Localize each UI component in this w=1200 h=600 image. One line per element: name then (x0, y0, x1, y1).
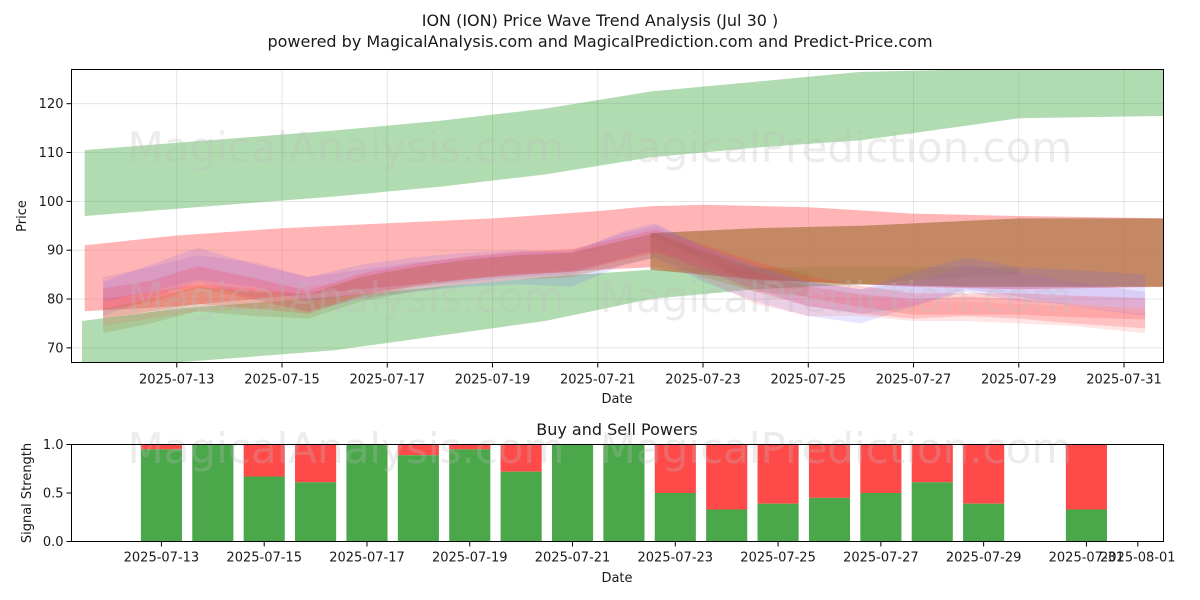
buy-power-bar (346, 444, 388, 542)
buy-power-bar (808, 497, 851, 542)
price-x-tick-label: 2025-07-13 (139, 373, 215, 388)
signal-bars (140, 444, 1107, 542)
watermark-analysis-top: MagicalAnalysis.com (128, 123, 565, 172)
buy-power-bar (500, 471, 542, 542)
buy-power-bar (603, 444, 645, 542)
watermark-analysis-mid: MagicalAnalysis.com (128, 273, 565, 322)
sell-power-bar (654, 444, 696, 493)
signal-x-tick-label: 2025-07-15 (226, 551, 302, 566)
buy-power-bar (449, 449, 491, 542)
sell-power-bar (963, 444, 1005, 504)
price-band-3 (650, 218, 1164, 287)
price-x-tick-label: 2025-07-21 (560, 373, 636, 388)
watermark-prediction-bottom: MagicalPrediction.com (600, 424, 1073, 473)
price-wave-5 (103, 225, 1146, 317)
buy-power-bar (911, 482, 953, 542)
price-y-tick-label: 80 (47, 293, 64, 308)
sell-power-bar (243, 444, 285, 477)
price-wave-2 (103, 233, 1146, 329)
price-grid (71, 69, 1164, 363)
buy-power-bar (295, 482, 337, 542)
price-y-tick-label: 110 (39, 146, 64, 161)
chart-title: ION (ION) Price Wave Trend Analysis (Jul… (422, 11, 779, 30)
price-x-tick-label: 2025-07-17 (349, 373, 425, 388)
sell-power-bar (808, 444, 851, 498)
signal-x-tick-label: 2025-07-29 (946, 551, 1022, 566)
signal-chart-title: Buy and Sell Powers (536, 420, 698, 439)
signal-y-axis: 0.0 0.5 1.0 (43, 438, 72, 550)
sell-power-bar (757, 444, 799, 504)
price-y-tick-label: 100 (39, 195, 64, 210)
signal-x-tick-label: 2025-07-21 (535, 551, 611, 566)
buy-power-bar (551, 444, 594, 542)
price-y-tick-label: 70 (47, 341, 64, 356)
price-plot-frame (71, 69, 1164, 363)
price-bands (82, 69, 1164, 363)
sell-power-bar (397, 444, 439, 456)
watermark-prediction-mid: MagicalPrediction.com (600, 273, 1073, 322)
price-y-tick-label: 120 (39, 97, 64, 112)
price-y-tick-label: 90 (47, 244, 64, 259)
signal-y-tick-label: 1.0 (43, 438, 64, 453)
price-x-tick-label: 2025-07-31 (1086, 373, 1162, 388)
buy-power-bar (140, 449, 182, 542)
signal-y-axis-label: Signal Strength (20, 443, 35, 543)
signal-x-axis: 2025-07-13 2025-07-15 2025-07-17 2025-07-19… (124, 541, 1176, 566)
price-x-tick-label: 2025-07-29 (981, 373, 1057, 388)
signal-x-tick-label: 2025-07-13 (124, 551, 200, 566)
signal-x-tick-label: 2025-07-27 (843, 551, 919, 566)
signal-x-tick-label: 2025-07-17 (329, 551, 405, 566)
signal-x-tick-label: 2025-08-01 (1100, 551, 1176, 566)
price-wave-3 (103, 238, 1146, 334)
price-x-tick-label: 2025-07-25 (770, 373, 846, 388)
sell-power-bar (295, 444, 337, 483)
buy-power-bar (243, 476, 285, 542)
sell-power-bar (706, 444, 748, 510)
price-x-tick-label: 2025-07-27 (876, 373, 952, 388)
price-wave-chart: MagicalAnalysis.com MagicalPrediction.co… (15, 69, 1164, 407)
price-wave-4 (103, 233, 809, 334)
buy-power-bar (860, 493, 902, 542)
signal-x-tick-label: 2025-07-19 (432, 551, 508, 566)
signal-x-axis-label: Date (601, 571, 632, 586)
signal-y-tick-label: 0.5 (43, 487, 64, 502)
signal-x-tick-label: 2025-07-23 (638, 551, 714, 566)
chart-subtitle: powered by MagicalAnalysis.com and Magic… (267, 32, 932, 51)
sell-power-bar (449, 444, 491, 450)
price-y-axis: 70 80 90 100 110 120 (39, 97, 72, 356)
price-wave-1 (103, 229, 1146, 320)
buy-sell-power-chart: Buy and Sell Powers MagicalAnalysis.com … (20, 420, 1176, 586)
watermark-prediction-top: MagicalPrediction.com (600, 123, 1073, 172)
price-x-axis: 2025-07-13 2025-07-15 2025-07-17 2025-07-19… (139, 362, 1162, 388)
sell-power-bar (860, 444, 902, 493)
price-x-tick-label: 2025-07-23 (665, 373, 741, 388)
buy-power-bar (654, 493, 696, 542)
price-wave-0 (103, 223, 1146, 324)
buy-power-bar (963, 503, 1005, 542)
signal-x-tick-label: 2025-07-31 (1049, 551, 1125, 566)
signal-x-tick-label: 2025-07-25 (740, 551, 816, 566)
sell-power-bar (140, 444, 182, 450)
buy-power-bar (192, 444, 234, 542)
price-y-axis-label: Price (15, 200, 30, 232)
price-band-0 (84, 69, 1164, 216)
price-band-1 (82, 267, 1019, 363)
price-waves (103, 223, 1146, 334)
buy-power-bar (706, 509, 748, 542)
buy-power-bar (1065, 509, 1107, 542)
price-x-tick-label: 2025-07-19 (455, 373, 531, 388)
sell-power-bar (1065, 444, 1107, 510)
buy-power-bar (757, 503, 799, 542)
buy-power-bar (397, 455, 439, 542)
signal-y-tick-label: 0.0 (43, 535, 64, 550)
sell-power-bar (500, 444, 542, 472)
watermark-analysis-bottom: MagicalAnalysis.com (128, 424, 565, 473)
price-plot-background (71, 69, 1164, 363)
price-x-axis-label: Date (601, 392, 632, 407)
price-x-tick-label: 2025-07-15 (244, 373, 320, 388)
sell-power-bar (911, 444, 953, 483)
